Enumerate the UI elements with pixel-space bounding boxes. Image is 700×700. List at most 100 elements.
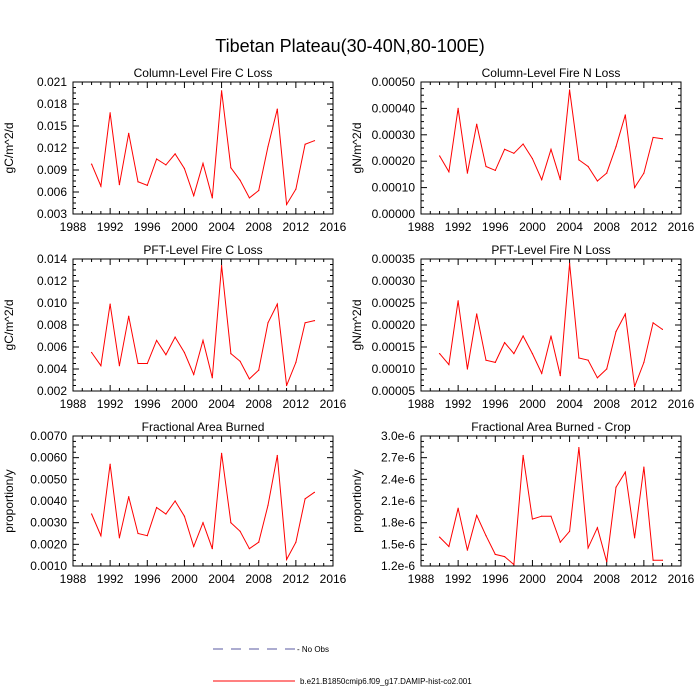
data-point xyxy=(276,303,278,305)
data-point xyxy=(633,386,636,388)
data-point xyxy=(165,164,167,166)
data-point xyxy=(466,549,469,551)
data-point xyxy=(258,369,260,371)
x-tick-label: 2004 xyxy=(208,572,235,586)
data-point xyxy=(202,162,204,164)
panels: Column-Level Fire C Loss gC/m^2/d 1988 1992… xyxy=(2,66,695,586)
series-line xyxy=(91,265,315,386)
data-point xyxy=(615,331,617,333)
x-tick-label: 2004 xyxy=(208,397,235,411)
data-point xyxy=(109,463,111,465)
y-tick-label: 0.012 xyxy=(37,141,67,155)
data-point xyxy=(174,336,176,338)
data-point xyxy=(513,353,515,355)
data-point xyxy=(165,513,167,515)
y-tick-label: 0.006 xyxy=(37,340,67,354)
series-line xyxy=(439,263,663,387)
data-point xyxy=(466,368,469,370)
data-point xyxy=(146,362,148,365)
data-point xyxy=(578,446,580,449)
data-point xyxy=(90,513,93,515)
panel-title: Fractional Area Burned xyxy=(142,420,265,434)
data-point xyxy=(615,486,617,488)
data-point xyxy=(559,541,561,543)
y-tick-label: 0.009 xyxy=(37,163,67,177)
data-point xyxy=(295,361,297,363)
x-tick-label: 2016 xyxy=(668,220,695,234)
panel-title: Column-Level Fire N Loss xyxy=(482,66,621,80)
x-tick-label: 1992 xyxy=(445,220,472,234)
data-point xyxy=(90,163,93,165)
x-tick-label: 1996 xyxy=(482,397,509,411)
y-tick-label: 1.8e-6 xyxy=(381,516,415,530)
data-point xyxy=(90,351,93,354)
data-point xyxy=(503,148,506,150)
data-point xyxy=(541,372,543,374)
y-tick-label: 3.0e-6 xyxy=(381,429,415,443)
y-tick-label: 0.0030 xyxy=(30,516,67,530)
data-point xyxy=(448,545,450,548)
y-tick-label: 1.5e-6 xyxy=(381,537,415,551)
x-tick-label: 2000 xyxy=(519,220,546,234)
data-point xyxy=(531,157,534,160)
data-point xyxy=(146,184,148,186)
x-tick-label: 2008 xyxy=(245,220,272,234)
data-point xyxy=(578,357,580,359)
data-point xyxy=(476,313,478,315)
x-tick-label: 2016 xyxy=(668,397,695,411)
data-point xyxy=(550,148,552,150)
data-point xyxy=(494,553,496,556)
data-point xyxy=(513,152,515,154)
y-tick-label: 0.00025 xyxy=(372,296,416,310)
x-tick-label: 1988 xyxy=(60,220,87,234)
y-tick-label: 0.00015 xyxy=(372,340,416,354)
data-point xyxy=(438,155,441,157)
data-point xyxy=(661,138,664,140)
y-axis-label: gN/m^2/d xyxy=(350,300,364,351)
data-point xyxy=(211,197,213,199)
data-point xyxy=(448,171,450,173)
data-point xyxy=(100,535,102,537)
data-point xyxy=(118,537,121,539)
y-tick-label: 0.00035 xyxy=(372,252,416,266)
data-point xyxy=(313,140,316,142)
y-tick-label: 2.7e-6 xyxy=(381,451,415,465)
y-tick-label: 0.010 xyxy=(37,296,67,310)
x-tick-label: 2012 xyxy=(631,397,658,411)
data-point xyxy=(568,262,571,264)
data-point xyxy=(503,342,506,344)
data-point xyxy=(624,114,626,116)
data-point xyxy=(313,320,316,322)
y-tick-label: 0.0020 xyxy=(30,537,67,551)
data-point xyxy=(606,368,608,370)
data-point xyxy=(267,322,269,324)
data-point xyxy=(457,300,459,302)
data-point xyxy=(522,335,524,337)
data-point xyxy=(476,514,478,517)
y-tick-label: 0.006 xyxy=(37,185,67,199)
data-point xyxy=(652,559,654,561)
data-point xyxy=(276,108,278,110)
data-point xyxy=(230,167,232,169)
data-point xyxy=(258,189,260,192)
x-tick-label: 2000 xyxy=(171,397,198,411)
x-tick-label: 2016 xyxy=(320,397,347,411)
data-point xyxy=(438,536,441,538)
data-point xyxy=(587,165,589,168)
data-point xyxy=(587,359,589,361)
y-tick-label: 0.00030 xyxy=(372,274,416,288)
x-tick-label: 1988 xyxy=(60,572,87,586)
x-tick-label: 1992 xyxy=(445,572,472,586)
data-point xyxy=(248,548,251,550)
x-tick-label: 2012 xyxy=(631,572,658,586)
x-tick-label: 2016 xyxy=(320,572,347,586)
data-point xyxy=(128,315,130,317)
chart-panel-6: Fractional Area Burned - Crop proportion/… xyxy=(350,420,695,586)
y-tick-label: 2.1e-6 xyxy=(381,494,415,508)
y-tick-label: 0.0010 xyxy=(30,559,67,573)
x-tick-label: 1988 xyxy=(60,397,87,411)
x-tick-label: 1996 xyxy=(134,220,161,234)
y-tick-label: 0.00005 xyxy=(372,384,416,398)
x-tick-label: 2000 xyxy=(519,397,546,411)
